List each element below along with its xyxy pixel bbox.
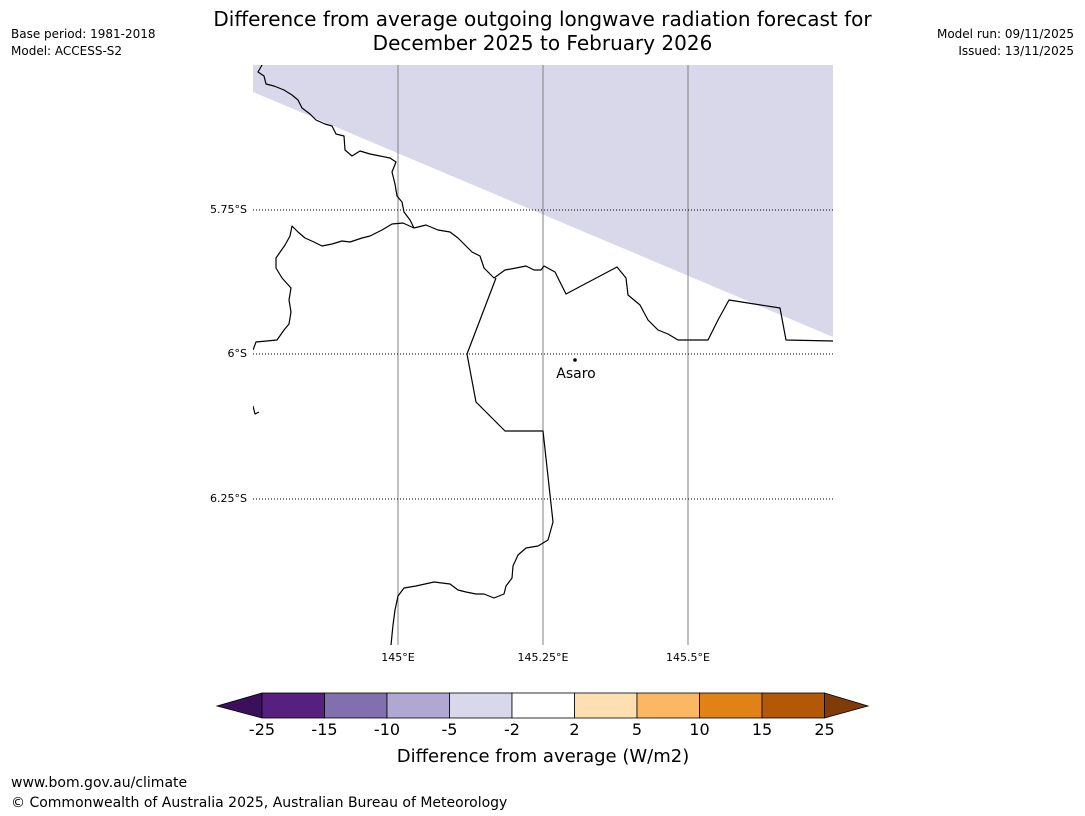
- border-middle: [413, 224, 833, 342]
- border-north: [257, 65, 415, 229]
- colorbar-tick: 15: [752, 720, 772, 739]
- lon-label-145-25e: 145.25°E: [518, 651, 569, 664]
- base-period-text: Base period: 1981-2018: [11, 27, 156, 41]
- header-right-meta: Model run: 09/11/2025 Issued: 13/11/2025: [937, 26, 1074, 60]
- colorbar-bin-3: [386, 692, 450, 719]
- border-west-fragment: [253, 405, 260, 415]
- map-area: [253, 65, 833, 645]
- colorbar-bin-7: [636, 692, 700, 719]
- colorbar-tick: 2: [569, 720, 579, 739]
- colorbar-bin-5: [511, 692, 575, 719]
- colorbar-tick: -2: [504, 720, 520, 739]
- border-central: [253, 222, 415, 351]
- map-title: Difference from average outgoing longwav…: [0, 7, 1085, 55]
- colorbar-tick: 5: [632, 720, 642, 739]
- title-line-2: December 2025 to February 2026: [372, 31, 713, 55]
- model-run-text: Model run: 09/11/2025: [936, 27, 1074, 41]
- border-south: [390, 277, 554, 645]
- title-line-1: Difference from average outgoing longwav…: [213, 7, 872, 31]
- colorbar-tick: 10: [689, 720, 709, 739]
- lon-label-145-5e: 145.5°E: [666, 651, 710, 664]
- colorbar-bin-8: [699, 692, 763, 719]
- footer-url: www.bom.gov.au/climate: [11, 775, 188, 791]
- issued-text: Issued: 13/11/2025: [958, 44, 1074, 58]
- colorbar-extend-low: [215, 692, 263, 719]
- colorbar-bin-2: [324, 692, 388, 719]
- colorbar-extend-high: [824, 692, 870, 719]
- colorbar-ticks: -25 -15 -10 -5 -2 2 5 10 15 25: [249, 720, 835, 739]
- colorbar-tick: -15: [311, 720, 337, 739]
- colorbar-title: Difference from average (W/m2): [397, 746, 689, 767]
- header-left-meta: Base period: 1981-2018 Model: ACCESS-S2: [11, 26, 156, 60]
- asaro-label: Asaro: [556, 366, 595, 382]
- lon-label-145e: 145°E: [381, 651, 414, 664]
- colorbar: [215, 692, 870, 719]
- colorbar-bin-1: [261, 692, 325, 719]
- asaro-marker: [573, 358, 577, 362]
- colorbar-tick: -10: [374, 720, 400, 739]
- model-text: Model: ACCESS-S2: [11, 44, 123, 58]
- lat-label-6s: 6°S: [228, 347, 247, 360]
- colorbar-tick: -5: [442, 720, 458, 739]
- colorbar-bin-9: [761, 692, 825, 719]
- colorbar-bin-4: [449, 692, 513, 719]
- lat-label-6-25s: 6.25°S: [210, 492, 247, 505]
- lat-label-5-75s: 5.75°S: [210, 203, 247, 216]
- footer-copyright: © Commonwealth of Australia 2025, Austra…: [11, 795, 508, 811]
- colorbar-tick: -25: [249, 720, 275, 739]
- colorbar-tick: 25: [814, 720, 834, 739]
- colorbar-bin-6: [574, 692, 638, 719]
- province-borders: [253, 65, 833, 645]
